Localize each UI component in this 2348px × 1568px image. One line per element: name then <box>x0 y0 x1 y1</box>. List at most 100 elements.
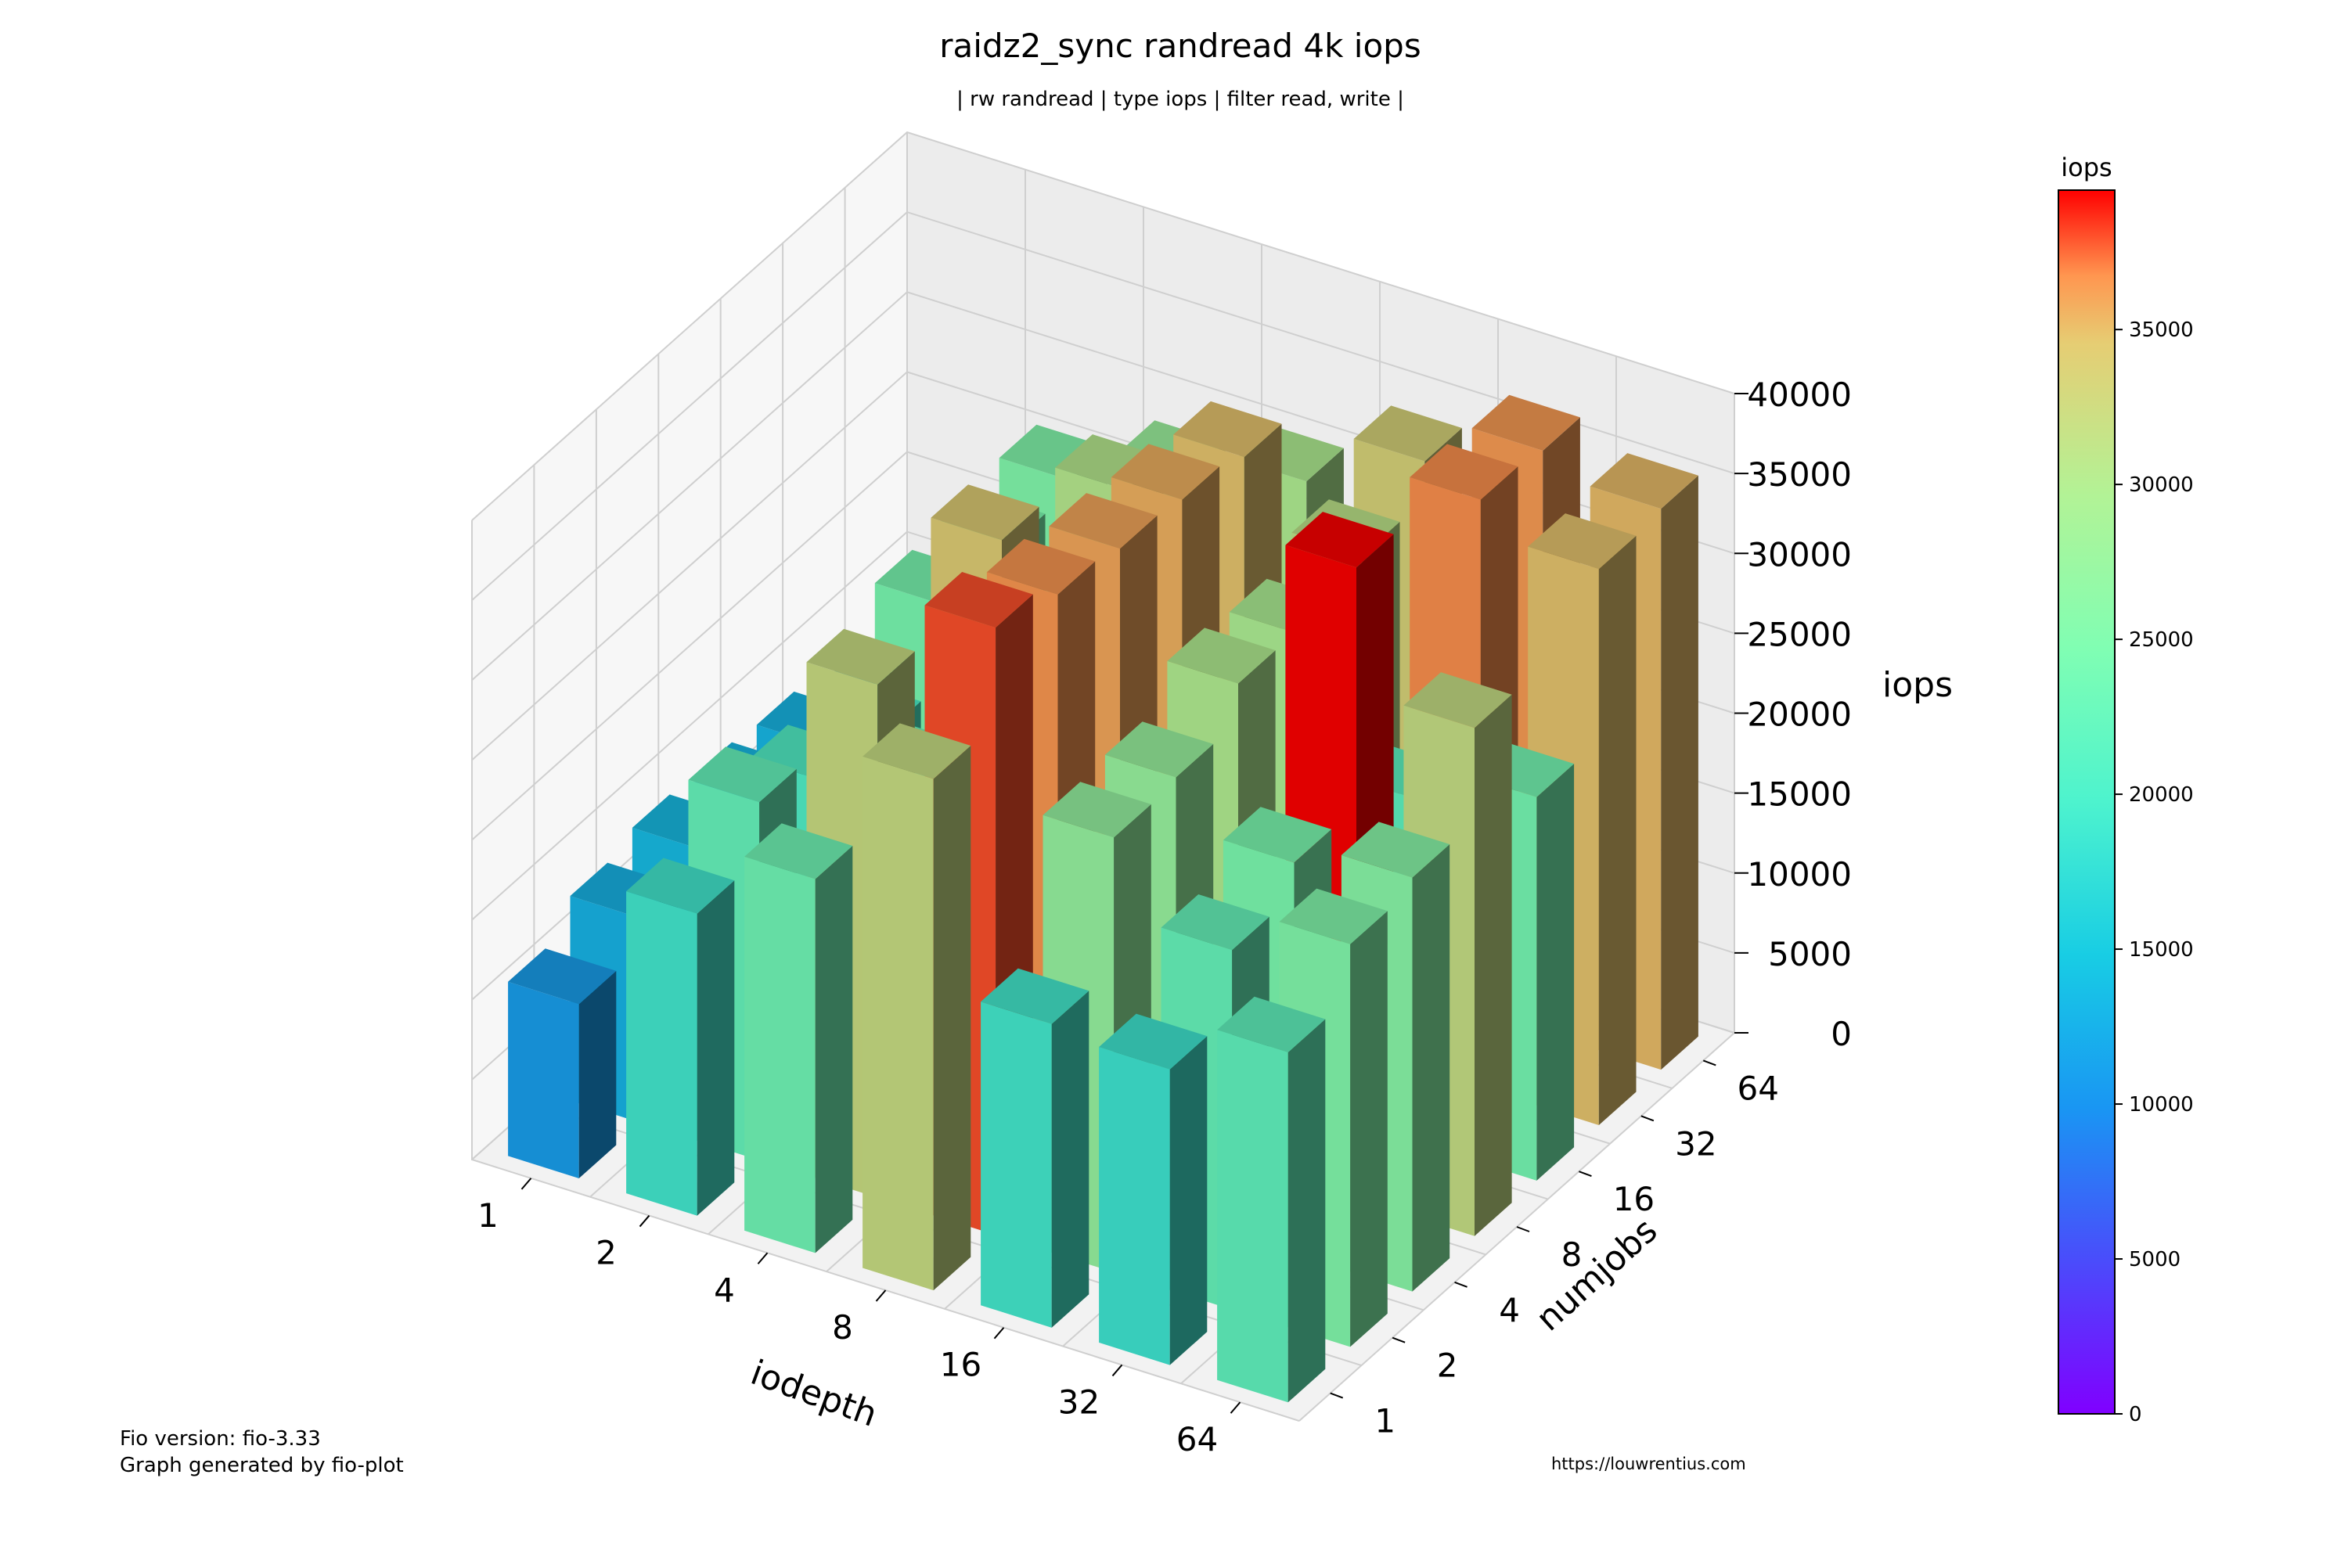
y-tick-label: 1 <box>1374 1402 1395 1440</box>
y-tick-mark <box>1392 1336 1406 1343</box>
z-tick-label: 30000 <box>1747 535 1852 574</box>
bar <box>1099 1013 1208 1365</box>
colorbar: iops 0 5000 10000 15000 20000 25000 30000 35000 <box>2058 153 2194 1426</box>
chart-subtitle: | rw randread | type iops | filter read,… <box>956 88 1404 111</box>
bar-top-face <box>1217 996 1326 1052</box>
bar-top-face <box>1111 444 1220 500</box>
bar-top-face <box>1104 721 1214 778</box>
credit-link: https://louwrentius.com <box>1551 1455 1746 1473</box>
bar <box>626 858 735 1216</box>
colorbar-title: iops <box>2061 153 2112 182</box>
x-axis-label: iodepth <box>746 1353 883 1435</box>
bar-side-face <box>1598 535 1637 1125</box>
bar-top-face <box>1043 782 1151 838</box>
colorbar-tick-label: 20000 <box>2129 783 2194 807</box>
colorbar-tick-label: 15000 <box>2129 938 2194 962</box>
x-tick-mark <box>520 1178 532 1190</box>
bar-side-face <box>1536 764 1575 1181</box>
bar-top-face <box>1285 512 1394 568</box>
bar-side-face <box>1661 475 1698 1070</box>
z-tick-label: 0 <box>1831 1015 1852 1053</box>
colorbar-tick-label: 5000 <box>2129 1248 2181 1271</box>
x-tick-label: 2 <box>596 1234 617 1272</box>
z-tick-label: 5000 <box>1768 935 1852 973</box>
z-tick-label: 15000 <box>1747 775 1852 814</box>
bar-top-face <box>688 746 797 803</box>
bar-front-face <box>626 891 697 1216</box>
bar-side-face <box>815 846 853 1253</box>
z-tick-label: 35000 <box>1747 455 1852 494</box>
colorbar-tick-label: 35000 <box>2129 318 2194 342</box>
bars <box>508 394 1698 1403</box>
y-tick-label: 2 <box>1437 1347 1458 1385</box>
bar-top-face <box>508 948 617 1005</box>
colorbar-gradient <box>2058 189 2116 1415</box>
bar-top-face <box>931 484 1039 541</box>
bar-top-face <box>1167 628 1276 684</box>
x-tick-label: 8 <box>832 1308 853 1347</box>
z-tick-label: 40000 <box>1747 376 1852 414</box>
bar-front-face <box>744 856 816 1253</box>
bar-side-face <box>1169 1036 1208 1365</box>
bar-front-face <box>981 1002 1052 1328</box>
y-tick-label: 8 <box>1561 1235 1583 1274</box>
bar-top-face <box>1353 405 1462 462</box>
bar-side-face <box>1350 911 1388 1347</box>
bar <box>508 948 617 1178</box>
bar-top-face <box>1279 888 1388 944</box>
bar-top-face <box>1590 453 1698 509</box>
colorbar-tick-label: 10000 <box>2129 1093 2194 1117</box>
z-tick-label: 25000 <box>1747 615 1852 653</box>
bar-front-face <box>1099 1047 1170 1365</box>
y-tick-mark <box>1579 1171 1592 1178</box>
colorbar-tick-label: 25000 <box>2129 628 2194 652</box>
bar-top-face <box>806 628 915 685</box>
bar-side-face <box>578 970 617 1178</box>
bar-side-face <box>1412 844 1450 1292</box>
bar <box>1217 996 1326 1403</box>
y-tick-label: 16 <box>1613 1180 1655 1218</box>
bar-top-face <box>1410 444 1518 500</box>
bar-front-face <box>1217 1030 1288 1403</box>
x-tick-label: 32 <box>1058 1383 1100 1421</box>
x-tick-mark <box>1111 1364 1123 1377</box>
bar-side-face <box>1287 1019 1326 1403</box>
x-tick-mark <box>757 1252 769 1264</box>
bar-top-face <box>862 723 971 779</box>
x-tick-label: 16 <box>940 1346 981 1384</box>
bar-front-face <box>862 756 934 1291</box>
bar <box>981 968 1089 1328</box>
y-tick-mark <box>1640 1115 1655 1122</box>
bar-top-face <box>1528 513 1637 570</box>
bar-top-face <box>1341 822 1450 878</box>
bar-top-face <box>1471 394 1580 451</box>
bar-top-face <box>626 858 735 914</box>
colorbar-tick-label: 30000 <box>2129 473 2194 497</box>
bar-side-face <box>697 880 735 1216</box>
bar-top-face <box>981 968 1089 1024</box>
x-tick-mark <box>639 1214 650 1228</box>
bar <box>862 723 971 1291</box>
chart-title: raidz2_sync randread 4k iops <box>939 27 1421 65</box>
y-axis-label: numjobs <box>1529 1210 1665 1339</box>
x-tick-mark <box>875 1289 887 1302</box>
y-tick-label: 4 <box>1499 1291 1520 1329</box>
colorbar-tick-label: 0 <box>2129 1403 2142 1426</box>
generated-by: Graph generated by fio-plot <box>120 1454 404 1477</box>
bar-top-face <box>744 823 853 879</box>
z-tick-label: 20000 <box>1747 696 1852 734</box>
x-tick-label: 4 <box>714 1271 735 1309</box>
bar <box>744 823 853 1253</box>
x-tick-label: 64 <box>1176 1420 1218 1458</box>
y-tick-label: 64 <box>1738 1069 1779 1107</box>
y-tick-label: 32 <box>1675 1124 1716 1163</box>
z-tick-label: 10000 <box>1747 855 1852 894</box>
bar-side-face <box>933 746 971 1291</box>
bar-top-face <box>1049 493 1158 549</box>
y-gridline <box>471 520 1300 1422</box>
bar-top-face <box>1173 401 1282 458</box>
bar-top-face <box>1403 672 1512 728</box>
z-axis-label: iops <box>1882 665 1953 705</box>
